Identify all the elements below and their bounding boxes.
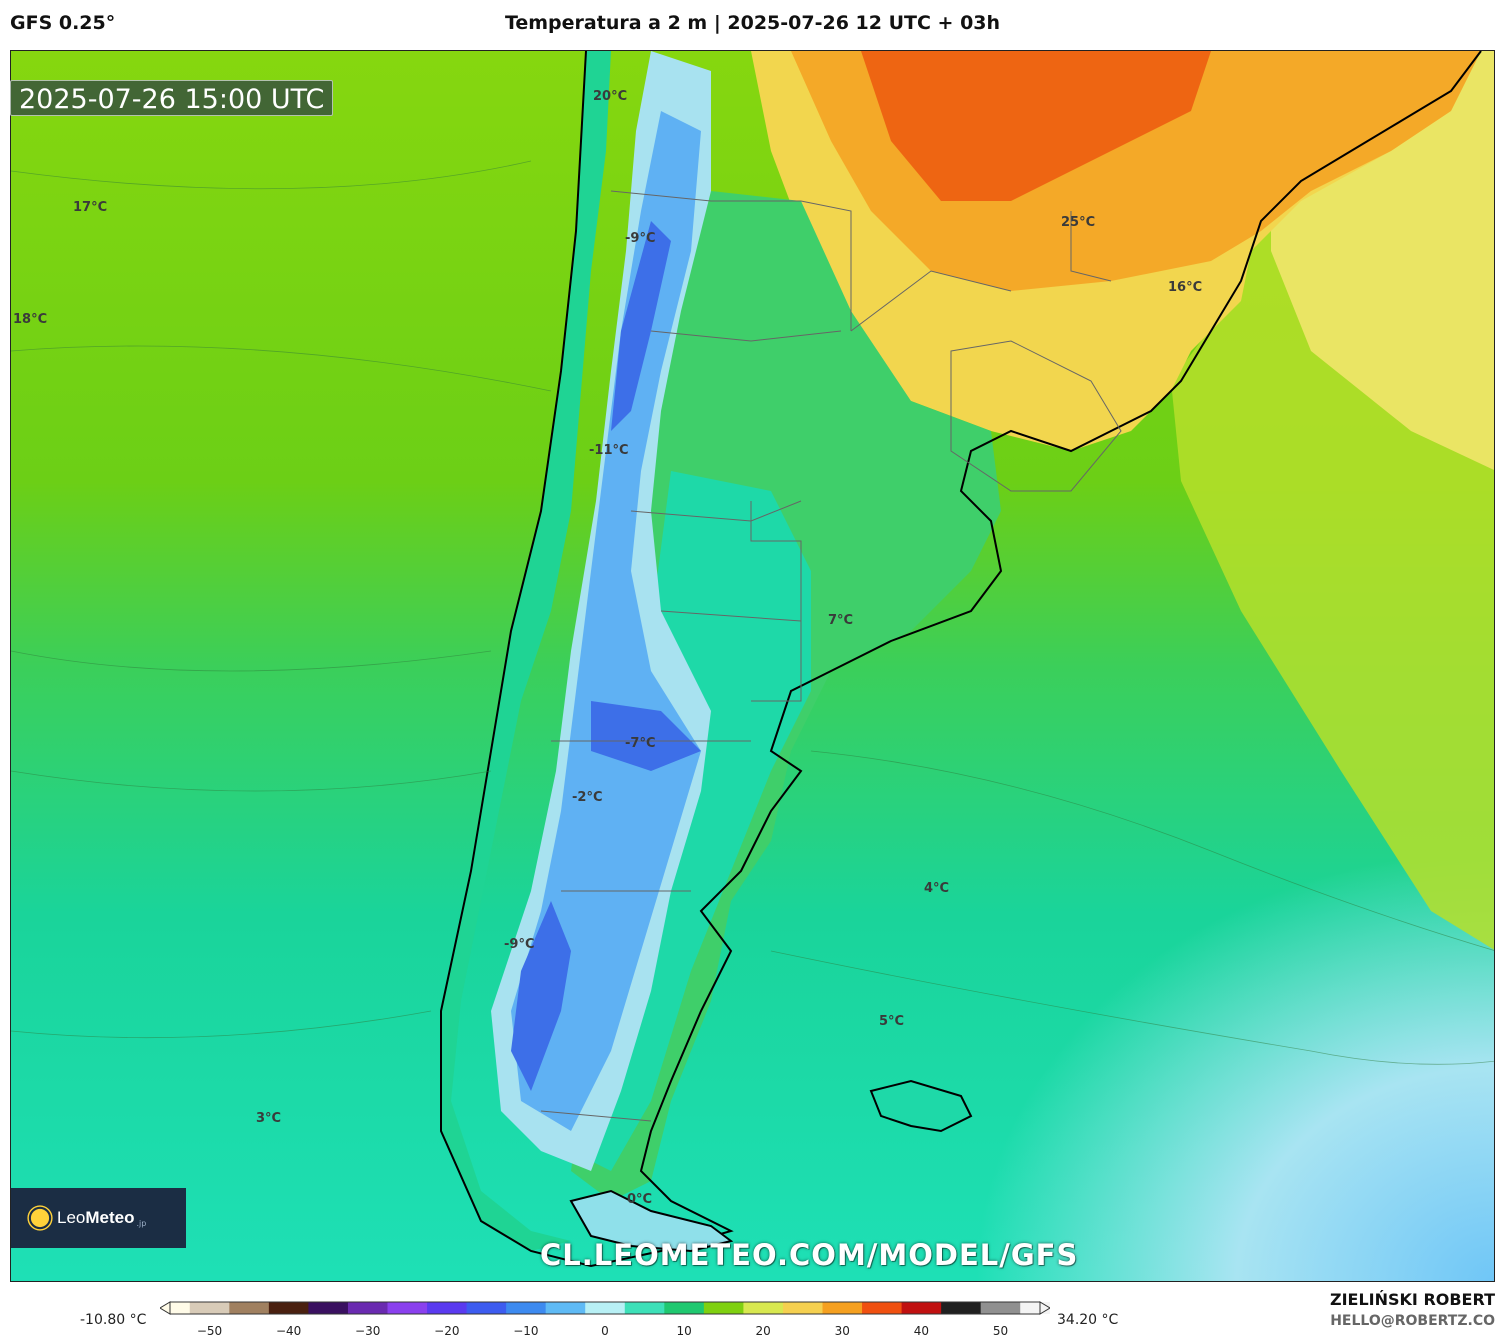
colorbar-segment [585,1302,626,1314]
isotherm-contours [11,160,1494,1065]
andes-cold-core [511,221,701,1091]
coastline [440,51,1482,1268]
colorbar-segment [308,1302,349,1314]
temp-label: 4°C [924,881,950,896]
author-email: HELLO@ROBERTZ.CO [1330,1313,1495,1329]
colorbar-tick-label: −30 [355,1324,381,1338]
political-borders [540,190,1122,1122]
colorbar-segment [229,1302,270,1314]
colorbar-tick-label: 20 [755,1324,771,1338]
colorbar-segment [189,1302,230,1314]
temp-label: 25°C [1061,215,1096,230]
colorbar-tick-label: 0 [601,1324,609,1338]
temp-label: 18°C [13,312,48,327]
colorbar-tick-label: −10 [513,1324,539,1338]
temp-label: 7°C [828,613,854,628]
colorbar-max-label: 34.20 °C [1057,1312,1119,1328]
colorbar-tick-label: 30 [834,1324,850,1338]
temp-label: 16°C [1168,280,1203,295]
colorbar-segment [862,1302,903,1314]
map-canvas [11,51,1494,1281]
temp-label: -7°C [625,736,656,751]
temp-label: -2°C [572,790,603,805]
chart-title: Temperatura a 2 m | 2025-07-26 12 UTC + … [504,12,1001,34]
colorbar-segment [545,1302,586,1314]
temp-label: -9°C [625,231,656,246]
colorbar-outline [169,1301,1041,1315]
colorbar [160,1301,1050,1315]
land-hottest-region [861,51,1211,201]
colorbar-segment [822,1302,863,1314]
colorbar-segment [506,1302,547,1314]
colorbar-segment [664,1302,705,1314]
logo-suffix: .jp [136,1219,147,1228]
temp-label: -11°C [589,443,629,458]
tierra-del-fuego [569,1189,734,1253]
colorbar-segment [624,1302,665,1314]
colorbar-segment [901,1302,942,1314]
temp-label: 5°C [879,1014,905,1029]
colorbar-segment [387,1302,428,1314]
colorbar-tick-label: 40 [913,1324,929,1338]
site-url-watermark: CL.LEOMETEO.COM/MODEL/GFS [540,1238,1079,1272]
colorbar-segment [941,1302,982,1314]
colorbar-arrow-left [160,1301,171,1315]
sun-icon [30,1208,50,1228]
colorbar-segment [347,1302,388,1314]
timestamp-badge: 2025-07-26 15:00 UTC [10,80,334,116]
colorbar-segment [743,1302,784,1314]
colorbar-segment [980,1302,1021,1314]
colorbar-tick-label: 10 [676,1324,692,1338]
colorbar-segment [427,1302,468,1314]
colorbar-tick-label: −50 [196,1324,223,1338]
colorbar-min-label: -10.80 °C [80,1312,147,1328]
andes-cold-mid [511,111,701,1131]
colorbar-segment [466,1302,507,1314]
temp-label: 0°C [627,1192,653,1207]
temperature-map: 20°C 17°C 18°C -9°C -11°C 25°C 16°C 7°C … [10,50,1495,1282]
temp-label: -9°C [504,937,535,952]
author-name: ZIELIŃSKI ROBERT [1329,1290,1495,1309]
chile-coast-strip [441,51,611,1251]
leometeo-logo[interactable]: LeoMeteo .jp [11,1188,186,1248]
temp-label: 17°C [73,200,108,215]
falkland-islands [869,1079,973,1133]
temp-label: 3°C [256,1111,282,1126]
colorbar-tick-label: −20 [434,1324,460,1338]
colorbar-segment [268,1302,309,1314]
colorbar-segment [703,1302,744,1314]
model-title: GFS 0.25° [10,12,116,34]
colorbar-tick-label: 50 [992,1324,1009,1338]
colorbar-tick-label: −40 [275,1324,302,1338]
temp-label: 20°C [593,89,628,104]
colorbar-segment [782,1302,823,1314]
logo-text: LeoMeteo [57,1208,135,1227]
